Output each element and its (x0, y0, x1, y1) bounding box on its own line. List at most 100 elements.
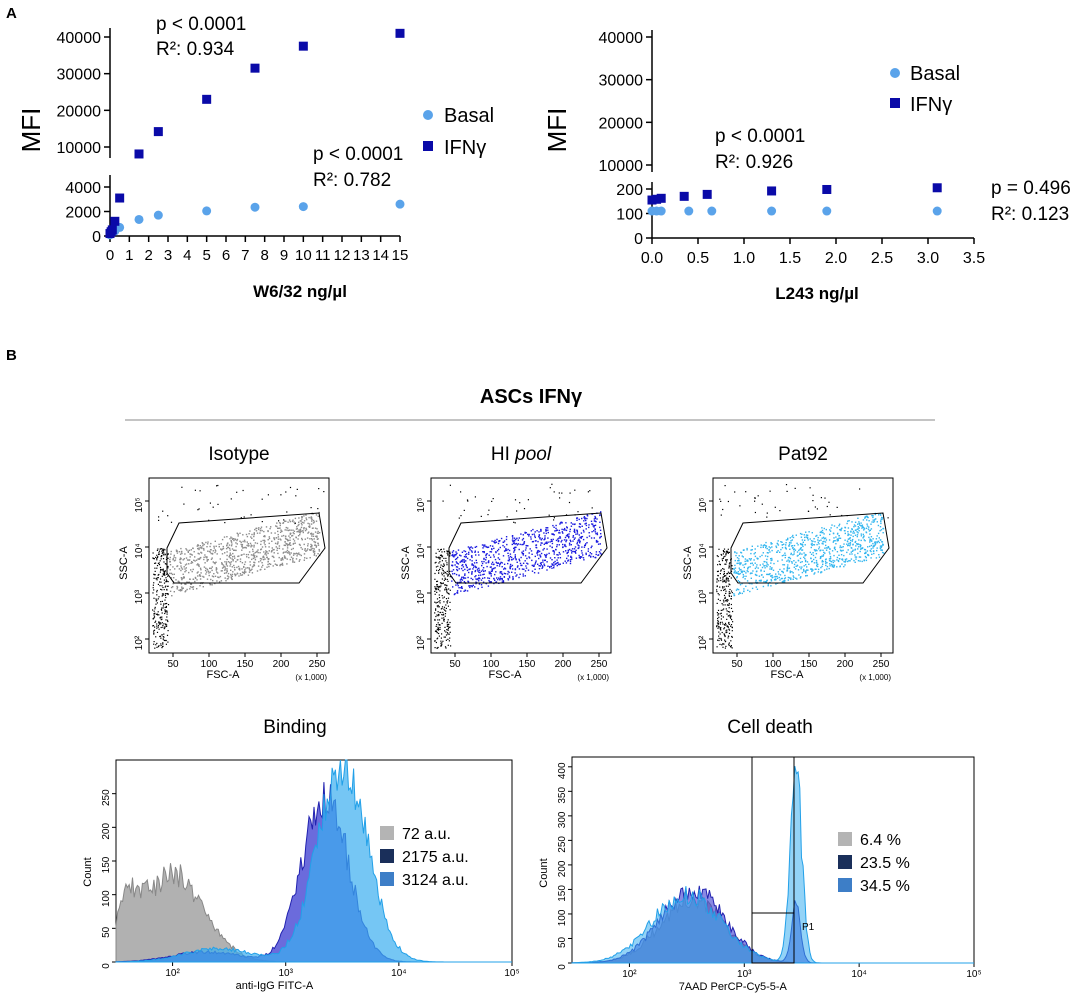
event-dot (733, 572, 735, 574)
event-dot (799, 547, 802, 550)
event-dot (566, 527, 568, 529)
x-tick-label: 8 (260, 247, 268, 264)
event-dot (744, 578, 746, 580)
event-dot (767, 583, 769, 585)
event-dot (819, 531, 821, 534)
event-dot (816, 543, 818, 546)
event-dot-outside (820, 497, 822, 499)
event-dot (288, 544, 290, 546)
event-dot (478, 569, 481, 571)
event-dot-outside (716, 626, 718, 628)
x-tick-label: 150 (801, 659, 818, 670)
event-dot-outside (717, 575, 719, 577)
event-dot (829, 530, 832, 532)
event-dot-outside (724, 622, 727, 624)
event-dot (315, 545, 318, 547)
event-dot (855, 543, 858, 545)
event-dot (549, 557, 552, 559)
event-dot-outside (719, 643, 721, 645)
event-dot (546, 569, 548, 571)
event-dot (573, 530, 575, 533)
event-dot-outside (441, 556, 443, 558)
event-dot-outside (436, 591, 438, 593)
event-dot (181, 578, 183, 581)
event-dot-outside (724, 579, 726, 581)
event-dot (770, 579, 772, 581)
event-dot (541, 537, 543, 540)
event-dot-outside (720, 589, 722, 592)
event-dot-outside (731, 626, 733, 628)
event-dot (221, 567, 224, 569)
event-dot-outside (437, 622, 439, 624)
event-dot (313, 540, 315, 543)
event-dot (220, 570, 222, 572)
event-dot-outside (157, 574, 159, 576)
event-dot (544, 538, 546, 540)
event-dot (823, 551, 825, 554)
event-dot (762, 563, 764, 565)
event-dot-outside (166, 619, 169, 621)
event-dot (261, 529, 263, 532)
event-dot (460, 560, 462, 562)
event-dot (782, 581, 784, 583)
event-dot (868, 536, 870, 539)
event-dot-outside (723, 572, 725, 574)
event-dot (781, 547, 784, 549)
event-dot (596, 518, 598, 520)
event-dot (494, 573, 496, 576)
event-dot (534, 561, 537, 564)
event-dot (190, 569, 192, 571)
data-point-ifng (679, 191, 689, 201)
event-dot (810, 540, 813, 542)
event-dot (579, 557, 581, 559)
event-dot (497, 542, 500, 545)
event-dot (315, 520, 318, 522)
event-dot (760, 570, 762, 572)
event-dot-outside (445, 634, 448, 636)
event-dot-outside (440, 564, 442, 566)
event-dot-outside (716, 555, 718, 557)
event-dot (799, 532, 802, 535)
event-dot (281, 535, 283, 537)
y-tick-label: 100 (101, 890, 112, 907)
event-dot (513, 547, 516, 549)
event-dot-outside (436, 569, 438, 571)
event-dot (264, 568, 266, 570)
event-dot (469, 568, 471, 570)
event-dot (194, 556, 196, 558)
event-dot-outside (153, 613, 155, 615)
event-dot (843, 554, 845, 557)
event-dot (850, 539, 852, 542)
event-dot (546, 553, 548, 556)
event-dot (859, 545, 862, 548)
event-dot (755, 566, 758, 568)
event-dot-outside (164, 572, 166, 574)
event-dot (268, 536, 270, 538)
event-dot (461, 560, 463, 562)
event-dot (818, 548, 820, 550)
event-dot-outside (439, 585, 441, 588)
event-dot (482, 547, 484, 549)
event-dot-outside (574, 489, 576, 491)
event-dot-outside (728, 594, 730, 596)
event-dot (185, 583, 187, 585)
event-dot-outside (157, 611, 159, 613)
event-dot-outside (727, 626, 729, 628)
event-dot (212, 550, 214, 552)
event-dot (881, 545, 883, 547)
event-dot (783, 578, 786, 580)
x-tick-label: 9 (280, 247, 288, 264)
event-dot (567, 555, 569, 557)
event-dot (218, 576, 220, 579)
event-dot-outside (170, 521, 173, 523)
event-dot (877, 524, 880, 527)
event-dot (746, 560, 748, 562)
histogram-title: Cell death (727, 717, 813, 738)
event-dot (551, 542, 554, 545)
event-dot-outside (722, 581, 724, 583)
x-tick-label: 6 (222, 247, 230, 264)
event-dot-outside (716, 625, 718, 627)
event-dot (805, 531, 807, 533)
event-dot (836, 566, 838, 568)
